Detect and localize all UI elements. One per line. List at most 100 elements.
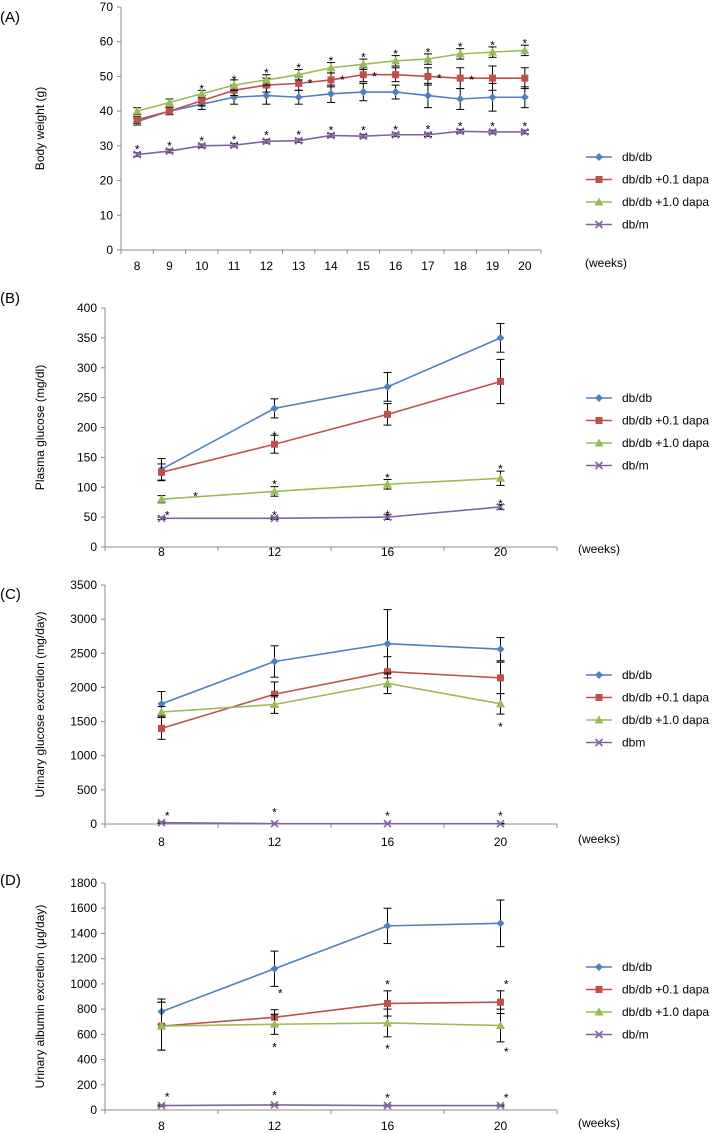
legend-label: db/db: [622, 150, 652, 164]
data-point: [133, 150, 142, 159]
series-line: [161, 670, 501, 730]
legend-item: db/db: [586, 391, 652, 405]
data-point: [384, 999, 391, 1007]
chart-panel-c: (C) 0 500 1000 1500 2000 2500 3000 3500 8 12 16 20 (w…: [0, 578, 709, 849]
data-point: [497, 674, 504, 682]
legend-marker: [595, 394, 603, 402]
series-1: [157, 323, 505, 481]
series-line: [161, 1022, 501, 1027]
y-tick-label: 500: [77, 783, 97, 797]
series-3: [157, 672, 505, 718]
legend-item: db/db +1.0 dapa: [586, 1005, 709, 1019]
data-point: [197, 141, 206, 150]
x-tick-label: 12: [268, 545, 282, 559]
y-tick-label: 10: [100, 208, 114, 222]
significance-star: *: [426, 45, 431, 59]
data-point: [294, 93, 303, 102]
y-tick-label: 0: [90, 1103, 97, 1117]
data-point: [270, 700, 279, 708]
significance-star: *: [490, 38, 495, 52]
data-point: [132, 106, 142, 115]
data-point: [262, 137, 271, 146]
significance-star: *: [393, 123, 398, 137]
x-tick-label: 14: [324, 259, 338, 273]
data-point: [496, 1021, 505, 1030]
x-tick-label: 8: [134, 259, 141, 273]
significance-star: *: [264, 66, 269, 80]
x-unit-label: (weeks): [585, 256, 627, 270]
legend-item: db/db +0.1 dapa: [586, 983, 709, 997]
significance-star: *: [193, 489, 198, 503]
legend-marker: [595, 153, 603, 161]
y-tick-label: 150: [77, 450, 97, 464]
y-axis-title: Plasma glucose (mg/dl): [33, 365, 47, 490]
significance-star: *: [504, 1045, 509, 1059]
legend-label: db/db +1.0 dapa: [622, 1005, 709, 1019]
significance-star: *: [272, 805, 277, 819]
x-tick-label: 20: [494, 835, 508, 849]
data-point: [496, 819, 505, 828]
data-point: [157, 818, 166, 827]
data-point: [391, 56, 401, 65]
x-tick-label: 8: [158, 1119, 165, 1133]
significance-star: *: [329, 54, 334, 68]
data-point: [391, 88, 400, 97]
data-point: [294, 70, 304, 79]
legend-item: db/db +0.1 dapa: [586, 691, 709, 705]
data-point: [496, 1101, 505, 1110]
data-point: [392, 71, 400, 79]
series-1: [157, 609, 505, 717]
legend-label: db/db +0.1 dapa: [622, 983, 709, 997]
data-point: [270, 1019, 279, 1028]
legend-marker: [594, 715, 604, 724]
legend-label: db/m: [622, 459, 649, 473]
data-point: [383, 382, 392, 391]
y-tick-label: 250: [77, 391, 97, 405]
significance-star: *: [385, 1042, 390, 1056]
series-line: [161, 1104, 501, 1107]
x-tick-label: 20: [494, 1119, 508, 1133]
x-tick-label: 16: [381, 835, 395, 849]
data-point: [456, 94, 465, 103]
significance-star: *: [308, 77, 313, 91]
data-point: [270, 1100, 279, 1110]
data-point: [496, 473, 505, 482]
legend-label: db/db: [622, 391, 652, 405]
data-point: [327, 89, 335, 98]
data-point: [488, 47, 498, 56]
legend-item: db/m: [586, 459, 649, 473]
series-3: [157, 470, 505, 504]
data-point: [157, 707, 166, 716]
y-tick-label: 2500: [70, 646, 97, 660]
y-tick-label: 100: [77, 480, 97, 494]
y-tick-label: 300: [77, 361, 97, 375]
x-tick-label: 17: [421, 259, 435, 273]
data-point: [383, 513, 392, 522]
legend-item: db/db: [586, 668, 652, 682]
x-unit-label: (weeks): [578, 542, 620, 556]
data-point: [488, 93, 497, 102]
data-point: [383, 678, 392, 687]
series-line: [161, 337, 501, 471]
series-3: [157, 1001, 505, 1051]
data-point: [270, 404, 279, 413]
data-point: [157, 699, 166, 708]
significance-star: *: [199, 134, 204, 148]
x-unit-label: (weeks): [578, 832, 620, 846]
chart-panel-d: (D) 0 200 400 600 800 1000 1200 1400 1600 1800 8 12 1…: [0, 872, 709, 1133]
significance-star: *: [504, 978, 509, 992]
data-point: [455, 49, 465, 58]
data-point: [326, 63, 336, 72]
series-line: [161, 506, 501, 520]
data-point: [358, 59, 368, 68]
data-point: [295, 79, 303, 87]
legend-label: db/db +0.1 dapa: [622, 173, 709, 187]
chart-panel-b: (B) 0 50 100 150 200 250 300 350 400 8 12 16 20 (weeks…: [0, 290, 709, 559]
y-tick-label: 50: [100, 69, 114, 83]
data-point: [326, 131, 336, 140]
y-tick-label: 350: [77, 331, 97, 345]
y-tick-label: 0: [106, 243, 113, 257]
series-4: [157, 502, 505, 523]
data-point: [270, 657, 279, 666]
